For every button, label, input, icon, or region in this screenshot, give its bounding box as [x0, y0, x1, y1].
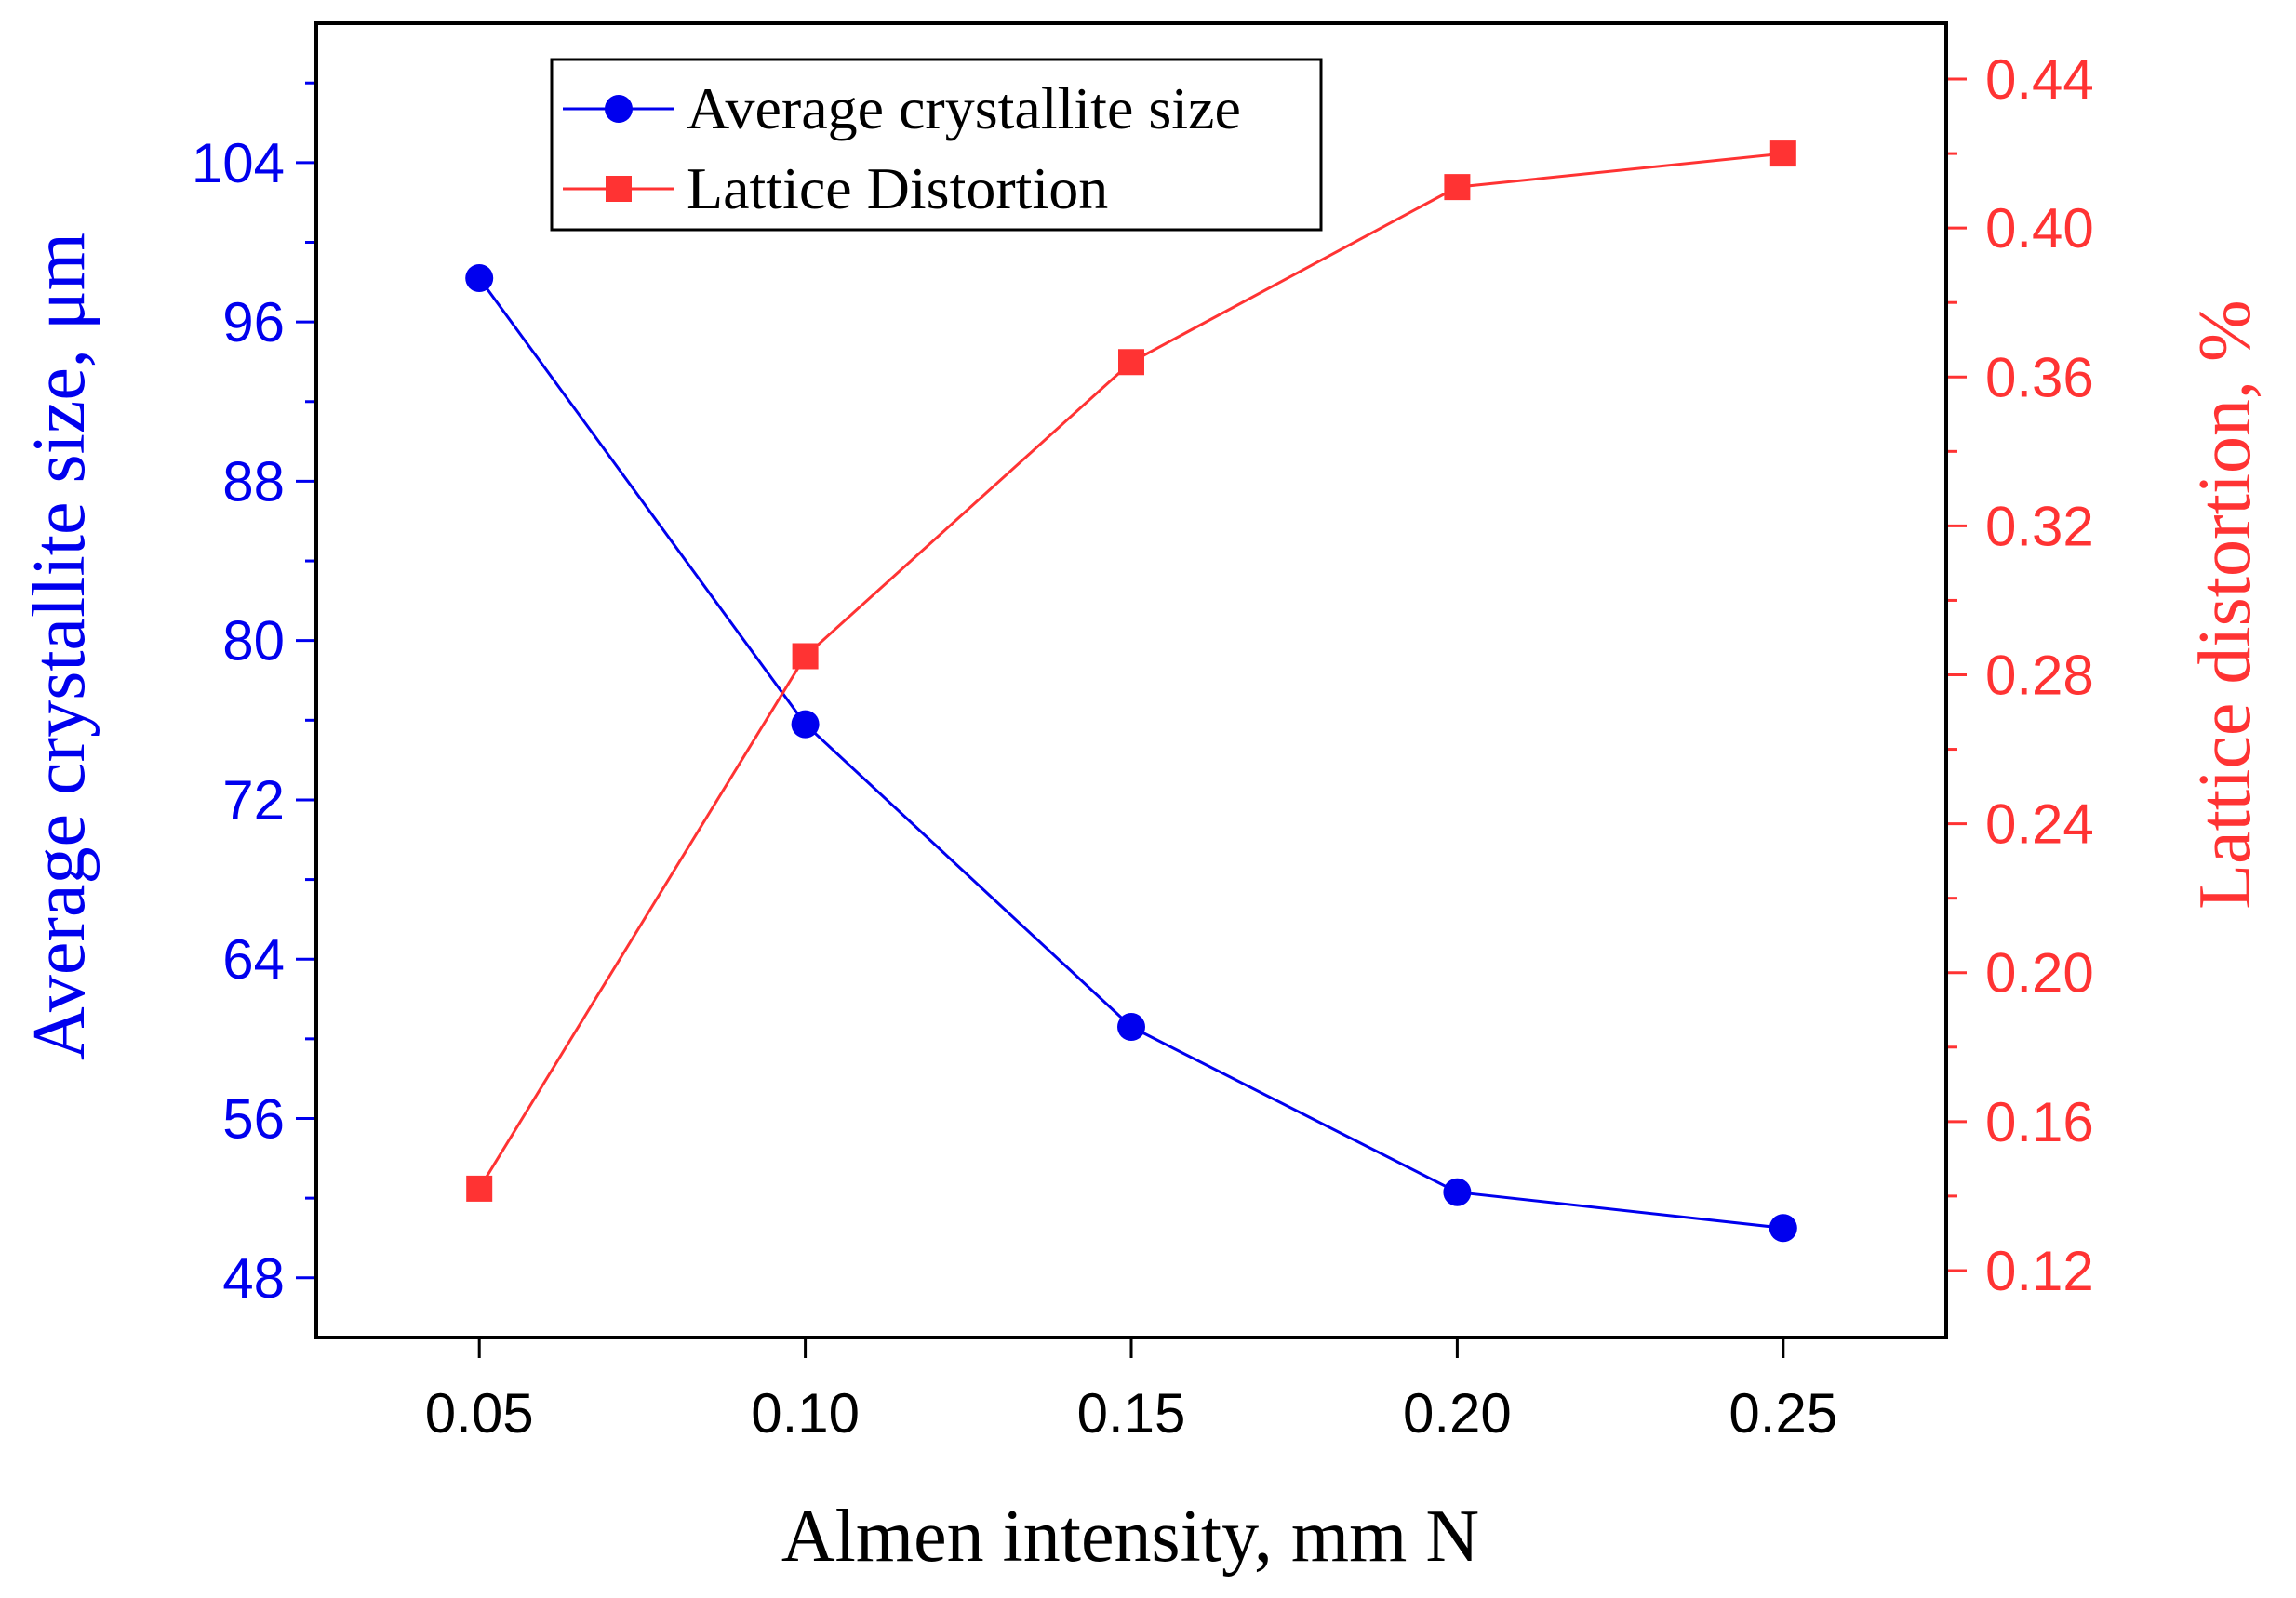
data-point-lattice-distortion — [1444, 174, 1471, 201]
data-point-average-crystallite-size — [465, 264, 494, 293]
data-point-lattice-distortion — [1769, 140, 1796, 167]
right-axis-tick-label: 0.28 — [1985, 644, 2094, 706]
x-axis: 0.05 0.10 0.15 0.20 0.25 — [425, 1338, 1837, 1445]
x-axis-tick-label: 0.20 — [1403, 1382, 1512, 1445]
left-axis-tick-label: 96 — [222, 291, 285, 353]
right-axis-tick-label: 0.40 — [1985, 197, 2094, 260]
legend-marker-circle — [605, 95, 633, 123]
x-axis-title: Almen intensity, mm N — [781, 1496, 1479, 1578]
right-axis-tick-label: 0.20 — [1985, 942, 2094, 1005]
data-point-lattice-distortion — [792, 643, 819, 670]
right-y-axis-title: Lattice distortion, % — [2184, 300, 2266, 909]
left-axis-tick-label: 64 — [222, 928, 285, 991]
x-axis-tick-label: 0.10 — [751, 1382, 860, 1445]
plot-series — [465, 140, 1797, 1243]
legend-label-lattice-distortion: Lattice Distortion — [687, 155, 1108, 221]
left-axis-tick-label: 80 — [222, 610, 285, 672]
left-axis-tick-label: 88 — [222, 450, 285, 513]
right-axis-tick-label: 0.44 — [1985, 48, 2094, 111]
data-point-average-crystallite-size — [1769, 1214, 1797, 1243]
legend-box — [550, 58, 1323, 232]
legend: Average crystallite size Lattice Distort… — [550, 58, 1323, 232]
left-axis-tick-label: 104 — [192, 132, 285, 194]
legend-marker-square — [606, 176, 632, 202]
left-axis-tick-label: 56 — [222, 1088, 285, 1151]
data-point-average-crystallite-size — [791, 710, 820, 739]
data-point-average-crystallite-size — [1117, 1013, 1145, 1042]
x-axis-tick-label: 0.25 — [1729, 1382, 1837, 1445]
left-y-axis: 48 56 64 72 80 88 96 104 — [192, 23, 318, 1338]
left-axis-tick-label: 72 — [222, 769, 285, 832]
left-axis-tick-label: 48 — [222, 1247, 285, 1310]
right-y-axis: 0.12 0.16 0.20 0.24 0.28 0.32 0.36 0.40 0.44 — [1944, 23, 2094, 1338]
data-point-lattice-distortion — [1118, 349, 1144, 376]
x-axis-tick-label: 0.05 — [425, 1382, 534, 1445]
series-line-average-crystallite-size — [477, 277, 1783, 1230]
right-axis-tick-label: 0.36 — [1985, 346, 2094, 408]
plot-frame — [314, 21, 1948, 1339]
right-axis-tick-label: 0.32 — [1985, 495, 2094, 557]
right-axis-tick-label: 0.24 — [1985, 793, 2094, 856]
x-axis-tick-label: 0.15 — [1077, 1382, 1186, 1445]
data-point-average-crystallite-size — [1443, 1178, 1472, 1206]
left-y-axis-title: Average crystallite size, μm — [19, 233, 100, 1060]
right-axis-tick-label: 0.16 — [1985, 1091, 2094, 1153]
legend-label-average-crystallite-size: Average crystallite size — [687, 75, 1241, 141]
right-axis-tick-label: 0.12 — [1985, 1240, 2094, 1302]
data-point-lattice-distortion — [466, 1175, 493, 1202]
